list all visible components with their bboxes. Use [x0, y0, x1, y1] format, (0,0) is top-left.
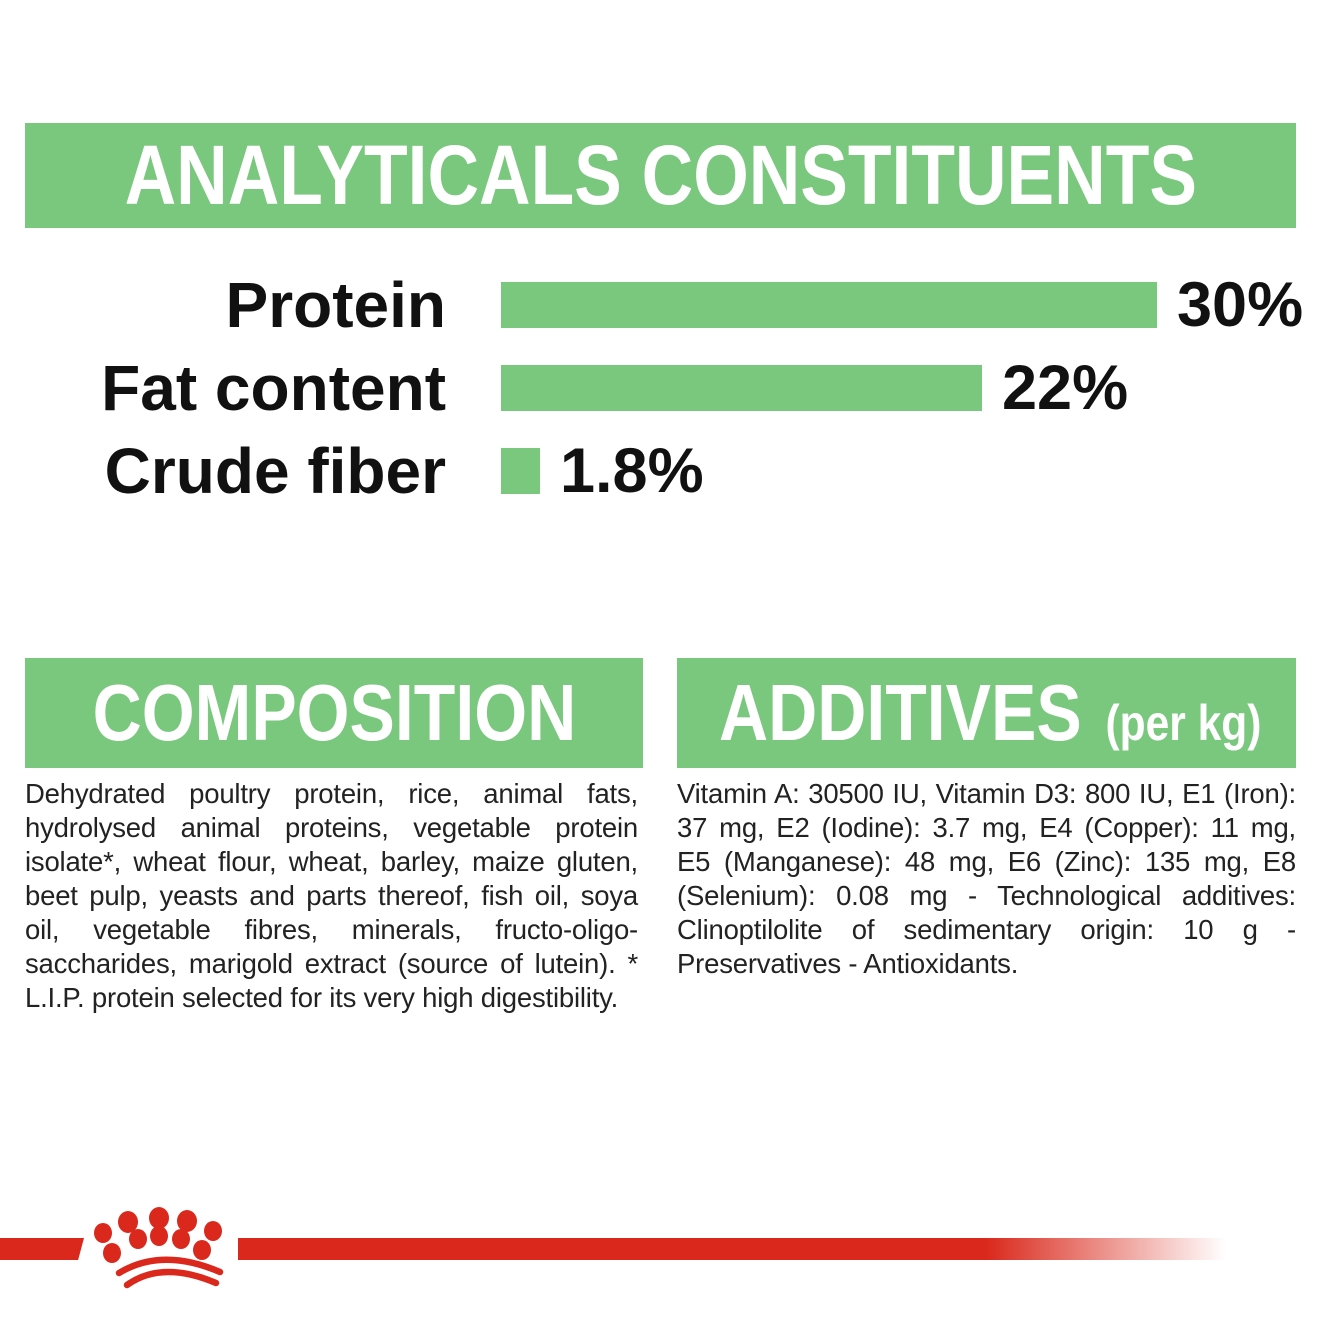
- composition-header-band: COMPOSITION: [25, 658, 643, 768]
- bar-label-fat: Fat content: [101, 352, 446, 424]
- bar-row-protein: Protein 30%: [0, 269, 1320, 341]
- protein-bar: [501, 282, 1157, 328]
- bar-row-fat: Fat content 22%: [0, 352, 1320, 424]
- royal-canin-crown-icon: [94, 1207, 224, 1289]
- bar-row-fiber: Crude fiber 1.8%: [0, 435, 1320, 507]
- additives-title: ADDITIVES: [719, 668, 1082, 757]
- fiber-value: 1.8%: [560, 436, 704, 506]
- additives-header-band: ADDITIVES (per kg): [677, 658, 1296, 768]
- bar-label-fiber: Crude fiber: [104, 435, 446, 507]
- composition-title: COMPOSITION: [92, 668, 576, 757]
- fat-value: 22%: [1002, 353, 1129, 423]
- fat-bar: [501, 365, 982, 411]
- additives-unit-label: (per kg): [1105, 695, 1262, 751]
- protein-value: 30%: [1177, 270, 1304, 340]
- bar-label-protein: Protein: [225, 269, 446, 341]
- brand-rule-left: [0, 1238, 84, 1260]
- analyticals-title: ANALYTICALS CONSTITUENTS: [124, 128, 1197, 222]
- fiber-bar: [501, 448, 540, 494]
- composition-text: Dehydrated poultry protein, rice, animal…: [25, 778, 638, 1013]
- analyticals-header-band: ANALYTICALS CONSTITUENTS: [25, 123, 1296, 228]
- additives-text: Vitamin A: 30500 IU, Vitamin D3: 800 IU,…: [677, 778, 1296, 979]
- brand-rule-right: [238, 1238, 1236, 1260]
